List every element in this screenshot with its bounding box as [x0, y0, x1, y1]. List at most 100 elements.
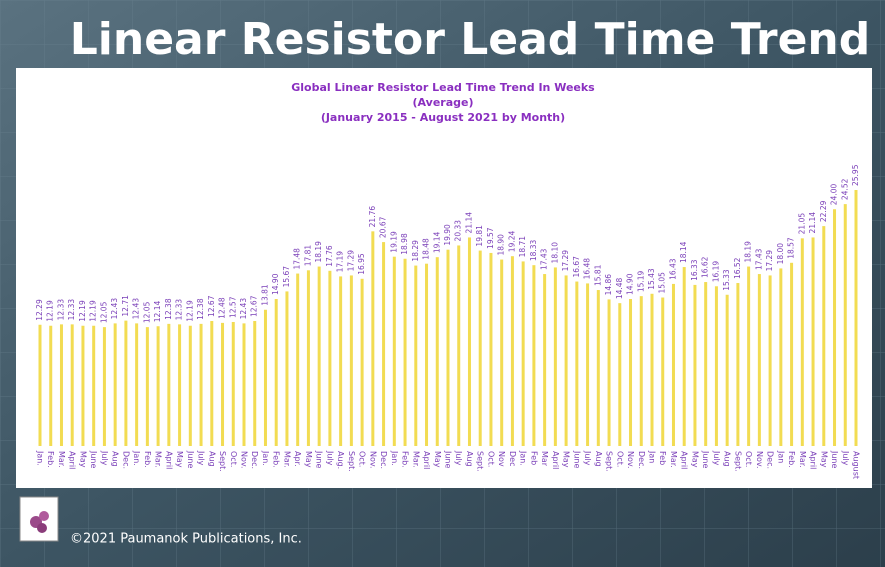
bar	[489, 252, 493, 446]
x-tick-label: May	[78, 451, 87, 468]
x-tick-label: June	[701, 450, 710, 469]
x-tick-label: Sept.	[347, 451, 356, 472]
value-label: 12.29	[35, 299, 44, 321]
bar	[768, 275, 772, 446]
value-label: 12.67	[207, 295, 216, 317]
x-tick-label: June	[315, 450, 324, 469]
value-label: 17.43	[754, 248, 763, 270]
x-tick-label: July	[454, 450, 463, 466]
bar	[382, 242, 386, 446]
value-label: 14.86	[604, 274, 613, 296]
value-label: 15.05	[658, 272, 667, 294]
bar	[811, 237, 815, 446]
bar	[221, 322, 225, 446]
x-tick-label: May	[562, 451, 571, 468]
value-label: 18.33	[529, 239, 538, 261]
value-label: 17.48	[293, 248, 302, 270]
x-tick-label: July	[583, 450, 592, 466]
x-tick-label: Dec.	[250, 451, 259, 469]
x-tick-label: Mar.	[411, 451, 420, 468]
x-tick-label: July	[197, 450, 206, 466]
value-label: 12.05	[99, 301, 108, 323]
x-tick-label: July	[100, 450, 109, 466]
value-label: 12.48	[218, 297, 227, 319]
value-label: 14.90	[626, 273, 635, 295]
value-label: 21.76	[368, 206, 377, 228]
value-label: 20.67	[379, 216, 388, 238]
x-tick-label: Jan.	[519, 450, 528, 466]
bar	[671, 283, 675, 446]
bar	[242, 323, 246, 446]
x-tick-label: Mar.	[57, 451, 66, 468]
value-label: 12.38	[196, 298, 205, 320]
value-label: 16.52	[733, 257, 742, 279]
bar	[156, 326, 160, 446]
bar	[510, 256, 514, 446]
x-tick-label: Dec	[508, 451, 517, 466]
value-label: 18.14	[679, 241, 688, 263]
bar	[564, 275, 568, 446]
bar	[403, 258, 407, 446]
value-label: 12.19	[185, 300, 194, 322]
value-label: 14.90	[271, 273, 280, 295]
x-tick-label: Mar.	[154, 451, 163, 468]
bar	[553, 267, 557, 446]
bar	[457, 245, 461, 446]
x-tick-label: Dec.	[637, 451, 646, 469]
x-tick-label: June	[572, 450, 581, 469]
value-label: 12.33	[175, 299, 184, 321]
chart-subtitle: (January 2015 - August 2021 by Month)	[321, 111, 565, 124]
value-label: 17.76	[325, 245, 334, 267]
bar	[833, 209, 837, 446]
bar	[682, 267, 686, 446]
value-label: 21.05	[797, 213, 806, 235]
value-label: 18.10	[550, 242, 559, 264]
x-tick-label: Aug	[594, 451, 603, 467]
value-label: 21.14	[464, 212, 473, 234]
bar	[478, 250, 482, 446]
value-label: 17.19	[336, 251, 345, 273]
x-tick-label: June	[830, 450, 839, 469]
x-tick-label: Jan.	[36, 450, 45, 466]
bar	[38, 324, 42, 446]
bar	[392, 256, 396, 446]
bar	[467, 237, 471, 446]
bar	[704, 282, 708, 446]
x-tick-label: Nov.	[755, 451, 764, 469]
x-tick-label: Jan	[776, 450, 785, 463]
value-label: 12.19	[46, 300, 55, 322]
bar	[757, 274, 761, 446]
copyright: ©2021 Paumanok Publications, Inc.	[70, 532, 302, 547]
value-label: 21.14	[808, 212, 817, 234]
value-label: 14.48	[615, 277, 624, 299]
bar	[92, 325, 96, 446]
value-label: 19.14	[432, 231, 441, 253]
value-label: 24.52	[840, 178, 849, 200]
value-label: 17.43	[540, 248, 549, 270]
bar	[145, 327, 149, 446]
value-label: 15.33	[722, 269, 731, 291]
x-tick-label: Dec.	[766, 451, 775, 469]
value-label: 12.43	[239, 298, 248, 320]
x-tick-label: Feb.	[787, 451, 796, 468]
bar	[693, 284, 697, 446]
bar	[360, 278, 364, 446]
value-label: 15.19	[636, 270, 645, 292]
x-tick-label: Aug	[465, 451, 474, 467]
bar	[167, 323, 171, 446]
bar	[575, 281, 579, 446]
bar	[371, 231, 375, 446]
value-label: 25.95	[851, 164, 860, 186]
bar	[263, 309, 267, 446]
bar	[435, 257, 439, 446]
logo-box	[19, 496, 59, 542]
x-tick-label: Sept.	[733, 451, 742, 472]
bar	[854, 190, 858, 446]
value-label: 19.24	[507, 230, 516, 252]
x-tick-label: July	[841, 450, 850, 466]
logo	[19, 496, 59, 542]
bar	[800, 238, 804, 446]
value-label: 19.90	[443, 224, 452, 246]
value-label: 16.19	[711, 261, 720, 283]
